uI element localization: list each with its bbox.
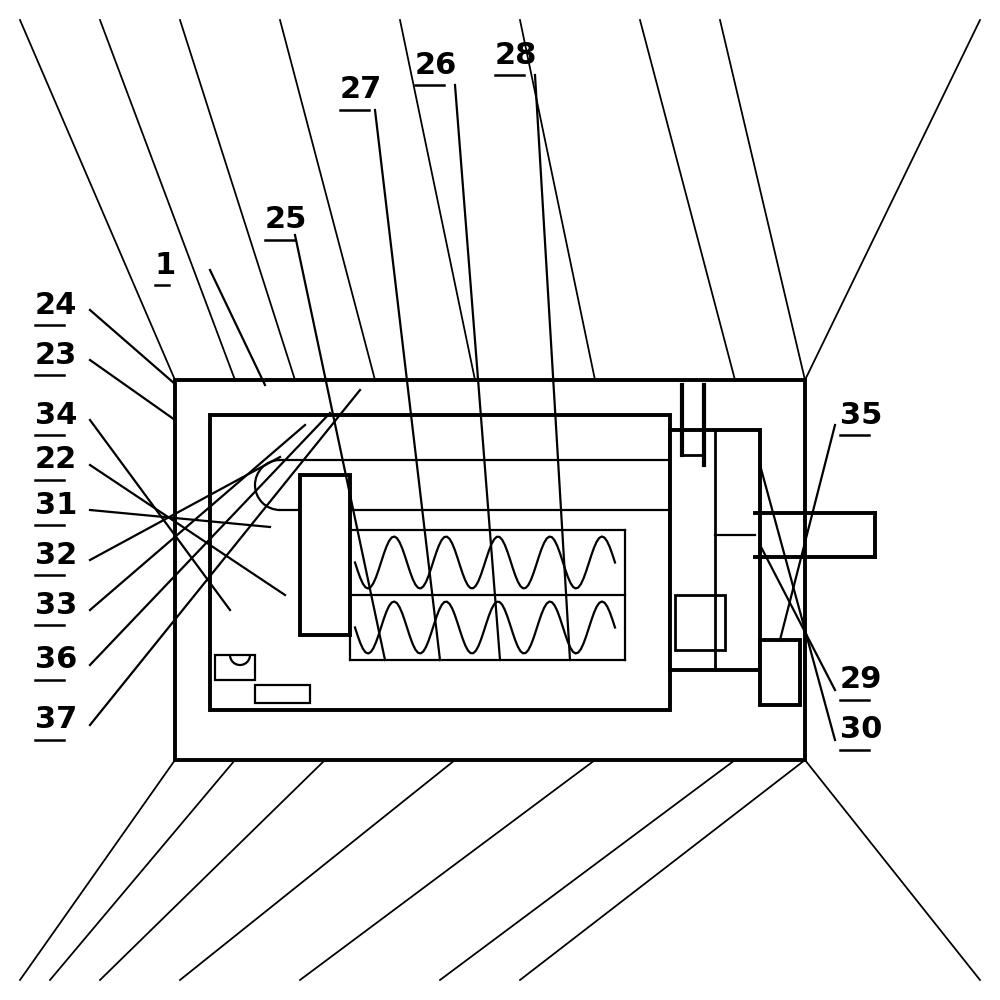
Text: 25: 25 [265, 206, 307, 234]
Text: 28: 28 [495, 40, 537, 70]
Text: 30: 30 [840, 716, 882, 744]
Text: 31: 31 [35, 490, 77, 520]
Bar [760, 640, 800, 705]
Bar [255, 685, 310, 703]
Text: 36: 36 [35, 646, 77, 674]
Text: 26: 26 [415, 50, 457, 80]
Text: 24: 24 [35, 290, 77, 320]
Text: 32: 32 [35, 540, 77, 570]
Bar [300, 475, 350, 635]
Bar [675, 595, 725, 650]
Text: 33: 33 [35, 590, 77, 619]
Bar [175, 380, 805, 760]
Bar [210, 415, 670, 710]
Bar [215, 655, 255, 680]
Text: 35: 35 [840, 400, 882, 430]
Bar [670, 430, 760, 670]
Text: 1: 1 [155, 250, 176, 279]
Text: 23: 23 [35, 340, 77, 369]
Text: 27: 27 [340, 76, 382, 104]
Text: 34: 34 [35, 400, 77, 430]
Text: 22: 22 [35, 446, 77, 475]
Text: 29: 29 [840, 666, 883, 694]
Text: 37: 37 [35, 706, 77, 734]
